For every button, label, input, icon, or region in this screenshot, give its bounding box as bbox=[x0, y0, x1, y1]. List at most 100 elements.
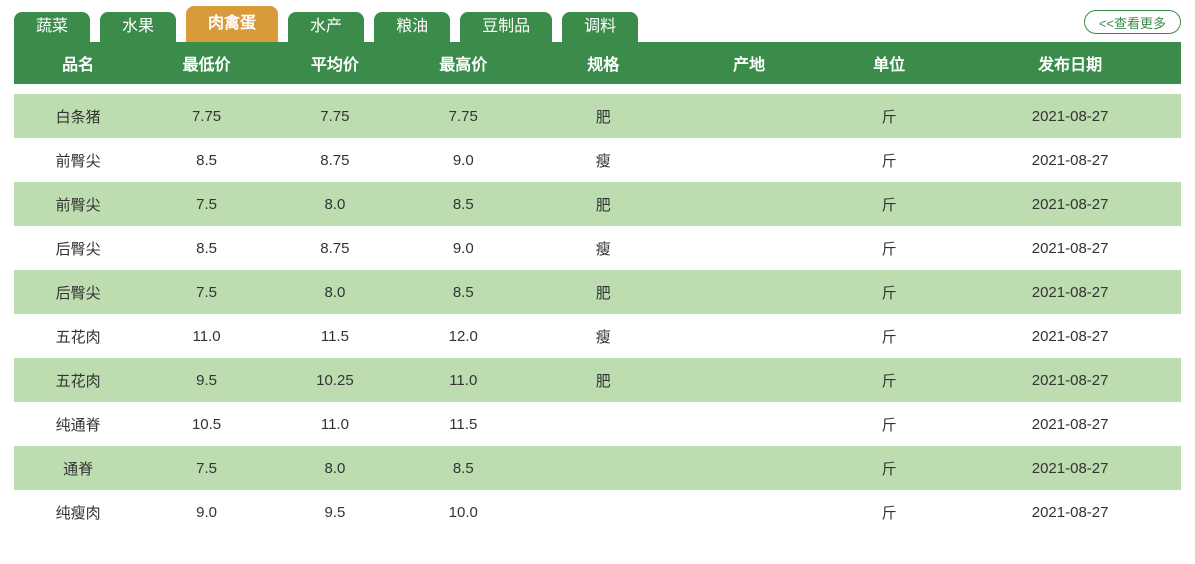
cell-spec: 肥 bbox=[527, 358, 679, 402]
cell-spec: 肥 bbox=[527, 94, 679, 138]
cell-low: 7.5 bbox=[142, 182, 270, 226]
table-row: 白条猪7.757.757.75肥斤2021-08-27 bbox=[14, 94, 1181, 138]
cell-date: 2021-08-27 bbox=[959, 182, 1181, 226]
cell-name: 后臀尖 bbox=[14, 226, 142, 270]
category-tab[interactable]: 肉禽蛋 bbox=[186, 6, 278, 42]
cell-date: 2021-08-27 bbox=[959, 358, 1181, 402]
category-tab[interactable]: 水产 bbox=[288, 12, 364, 42]
cell-date: 2021-08-27 bbox=[959, 490, 1181, 534]
table-row: 前臀尖7.58.08.5肥斤2021-08-27 bbox=[14, 182, 1181, 226]
cell-low: 9.5 bbox=[142, 358, 270, 402]
cell-date: 2021-08-27 bbox=[959, 270, 1181, 314]
view-more-button[interactable]: <<查看更多 bbox=[1084, 10, 1181, 34]
cell-origin bbox=[679, 490, 819, 534]
cell-avg: 10.25 bbox=[271, 358, 399, 402]
category-tab[interactable]: 蔬菜 bbox=[14, 12, 90, 42]
cell-name: 纯通脊 bbox=[14, 402, 142, 446]
cell-high: 9.0 bbox=[399, 138, 527, 182]
cell-avg: 11.5 bbox=[271, 314, 399, 358]
cell-unit: 斤 bbox=[819, 182, 959, 226]
cell-origin bbox=[679, 314, 819, 358]
cell-unit: 斤 bbox=[819, 270, 959, 314]
cell-name: 纯瘦肉 bbox=[14, 490, 142, 534]
cell-date: 2021-08-27 bbox=[959, 402, 1181, 446]
cell-name: 前臀尖 bbox=[14, 182, 142, 226]
category-tab[interactable]: 水果 bbox=[100, 12, 176, 42]
cell-origin bbox=[679, 270, 819, 314]
cell-name: 通脊 bbox=[14, 446, 142, 490]
table-header-row: 品名最低价平均价最高价规格产地单位发布日期 bbox=[14, 42, 1181, 84]
cell-low: 8.5 bbox=[142, 138, 270, 182]
column-header-origin: 产地 bbox=[679, 42, 819, 84]
category-tab[interactable]: 豆制品 bbox=[460, 12, 552, 42]
cell-avg: 8.0 bbox=[271, 270, 399, 314]
top-bar: 蔬菜水果肉禽蛋水产粮油豆制品调料 <<查看更多 bbox=[14, 6, 1181, 42]
cell-low: 7.5 bbox=[142, 270, 270, 314]
cell-name: 前臀尖 bbox=[14, 138, 142, 182]
cell-low: 7.5 bbox=[142, 446, 270, 490]
cell-spec: 瘦 bbox=[527, 226, 679, 270]
cell-low: 10.5 bbox=[142, 402, 270, 446]
cell-avg: 8.75 bbox=[271, 226, 399, 270]
table-row: 通脊7.58.08.5斤2021-08-27 bbox=[14, 446, 1181, 490]
cell-unit: 斤 bbox=[819, 138, 959, 182]
column-header-unit: 单位 bbox=[819, 42, 959, 84]
cell-high: 7.75 bbox=[399, 94, 527, 138]
cell-spec bbox=[527, 490, 679, 534]
column-header-high: 最高价 bbox=[399, 42, 527, 84]
cell-origin bbox=[679, 226, 819, 270]
cell-high: 8.5 bbox=[399, 270, 527, 314]
cell-unit: 斤 bbox=[819, 314, 959, 358]
cell-date: 2021-08-27 bbox=[959, 226, 1181, 270]
cell-spec: 肥 bbox=[527, 270, 679, 314]
cell-spec bbox=[527, 402, 679, 446]
cell-origin bbox=[679, 94, 819, 138]
cell-unit: 斤 bbox=[819, 402, 959, 446]
cell-high: 12.0 bbox=[399, 314, 527, 358]
column-header-spec: 规格 bbox=[527, 42, 679, 84]
cell-date: 2021-08-27 bbox=[959, 94, 1181, 138]
cell-high: 10.0 bbox=[399, 490, 527, 534]
cell-unit: 斤 bbox=[819, 226, 959, 270]
cell-date: 2021-08-27 bbox=[959, 138, 1181, 182]
cell-high: 11.5 bbox=[399, 402, 527, 446]
table-body: 白条猪7.757.757.75肥斤2021-08-27前臀尖8.58.759.0… bbox=[14, 84, 1181, 534]
cell-low: 11.0 bbox=[142, 314, 270, 358]
cell-spec: 瘦 bbox=[527, 314, 679, 358]
cell-high: 8.5 bbox=[399, 182, 527, 226]
cell-avg: 11.0 bbox=[271, 402, 399, 446]
cell-high: 9.0 bbox=[399, 226, 527, 270]
cell-date: 2021-08-27 bbox=[959, 446, 1181, 490]
table-gap-row bbox=[14, 84, 1181, 94]
cell-spec bbox=[527, 446, 679, 490]
cell-high: 11.0 bbox=[399, 358, 527, 402]
cell-name: 五花肉 bbox=[14, 358, 142, 402]
column-header-name: 品名 bbox=[14, 42, 142, 84]
table-row: 五花肉9.510.2511.0肥 斤2021-08-27 bbox=[14, 358, 1181, 402]
category-tab[interactable]: 粮油 bbox=[374, 12, 450, 42]
cell-origin bbox=[679, 358, 819, 402]
table-row: 纯瘦肉9.09.510.0斤2021-08-27 bbox=[14, 490, 1181, 534]
cell-unit: 斤 bbox=[819, 446, 959, 490]
cell-name: 白条猪 bbox=[14, 94, 142, 138]
cell-low: 7.75 bbox=[142, 94, 270, 138]
cell-unit: 斤 bbox=[819, 490, 959, 534]
cell-high: 8.5 bbox=[399, 446, 527, 490]
table-row: 后臀尖8.58.759.0瘦斤2021-08-27 bbox=[14, 226, 1181, 270]
table-row: 五花肉11.011.512.0瘦 斤2021-08-27 bbox=[14, 314, 1181, 358]
cell-date: 2021-08-27 bbox=[959, 314, 1181, 358]
cell-low: 9.0 bbox=[142, 490, 270, 534]
column-header-low: 最低价 bbox=[142, 42, 270, 84]
cell-unit: 斤 bbox=[819, 358, 959, 402]
price-table: 品名最低价平均价最高价规格产地单位发布日期 白条猪7.757.757.75肥斤2… bbox=[14, 42, 1181, 534]
column-header-avg: 平均价 bbox=[271, 42, 399, 84]
category-tab[interactable]: 调料 bbox=[562, 12, 638, 42]
cell-origin bbox=[679, 182, 819, 226]
cell-avg: 7.75 bbox=[271, 94, 399, 138]
cell-spec: 瘦 bbox=[527, 138, 679, 182]
table-row: 后臀尖7.58.08.5肥斤2021-08-27 bbox=[14, 270, 1181, 314]
cell-origin bbox=[679, 446, 819, 490]
table-row: 纯通脊10.511.011.5 斤2021-08-27 bbox=[14, 402, 1181, 446]
cell-name: 五花肉 bbox=[14, 314, 142, 358]
price-panel: 蔬菜水果肉禽蛋水产粮油豆制品调料 <<查看更多 品名最低价平均价最高价规格产地单… bbox=[0, 0, 1195, 544]
